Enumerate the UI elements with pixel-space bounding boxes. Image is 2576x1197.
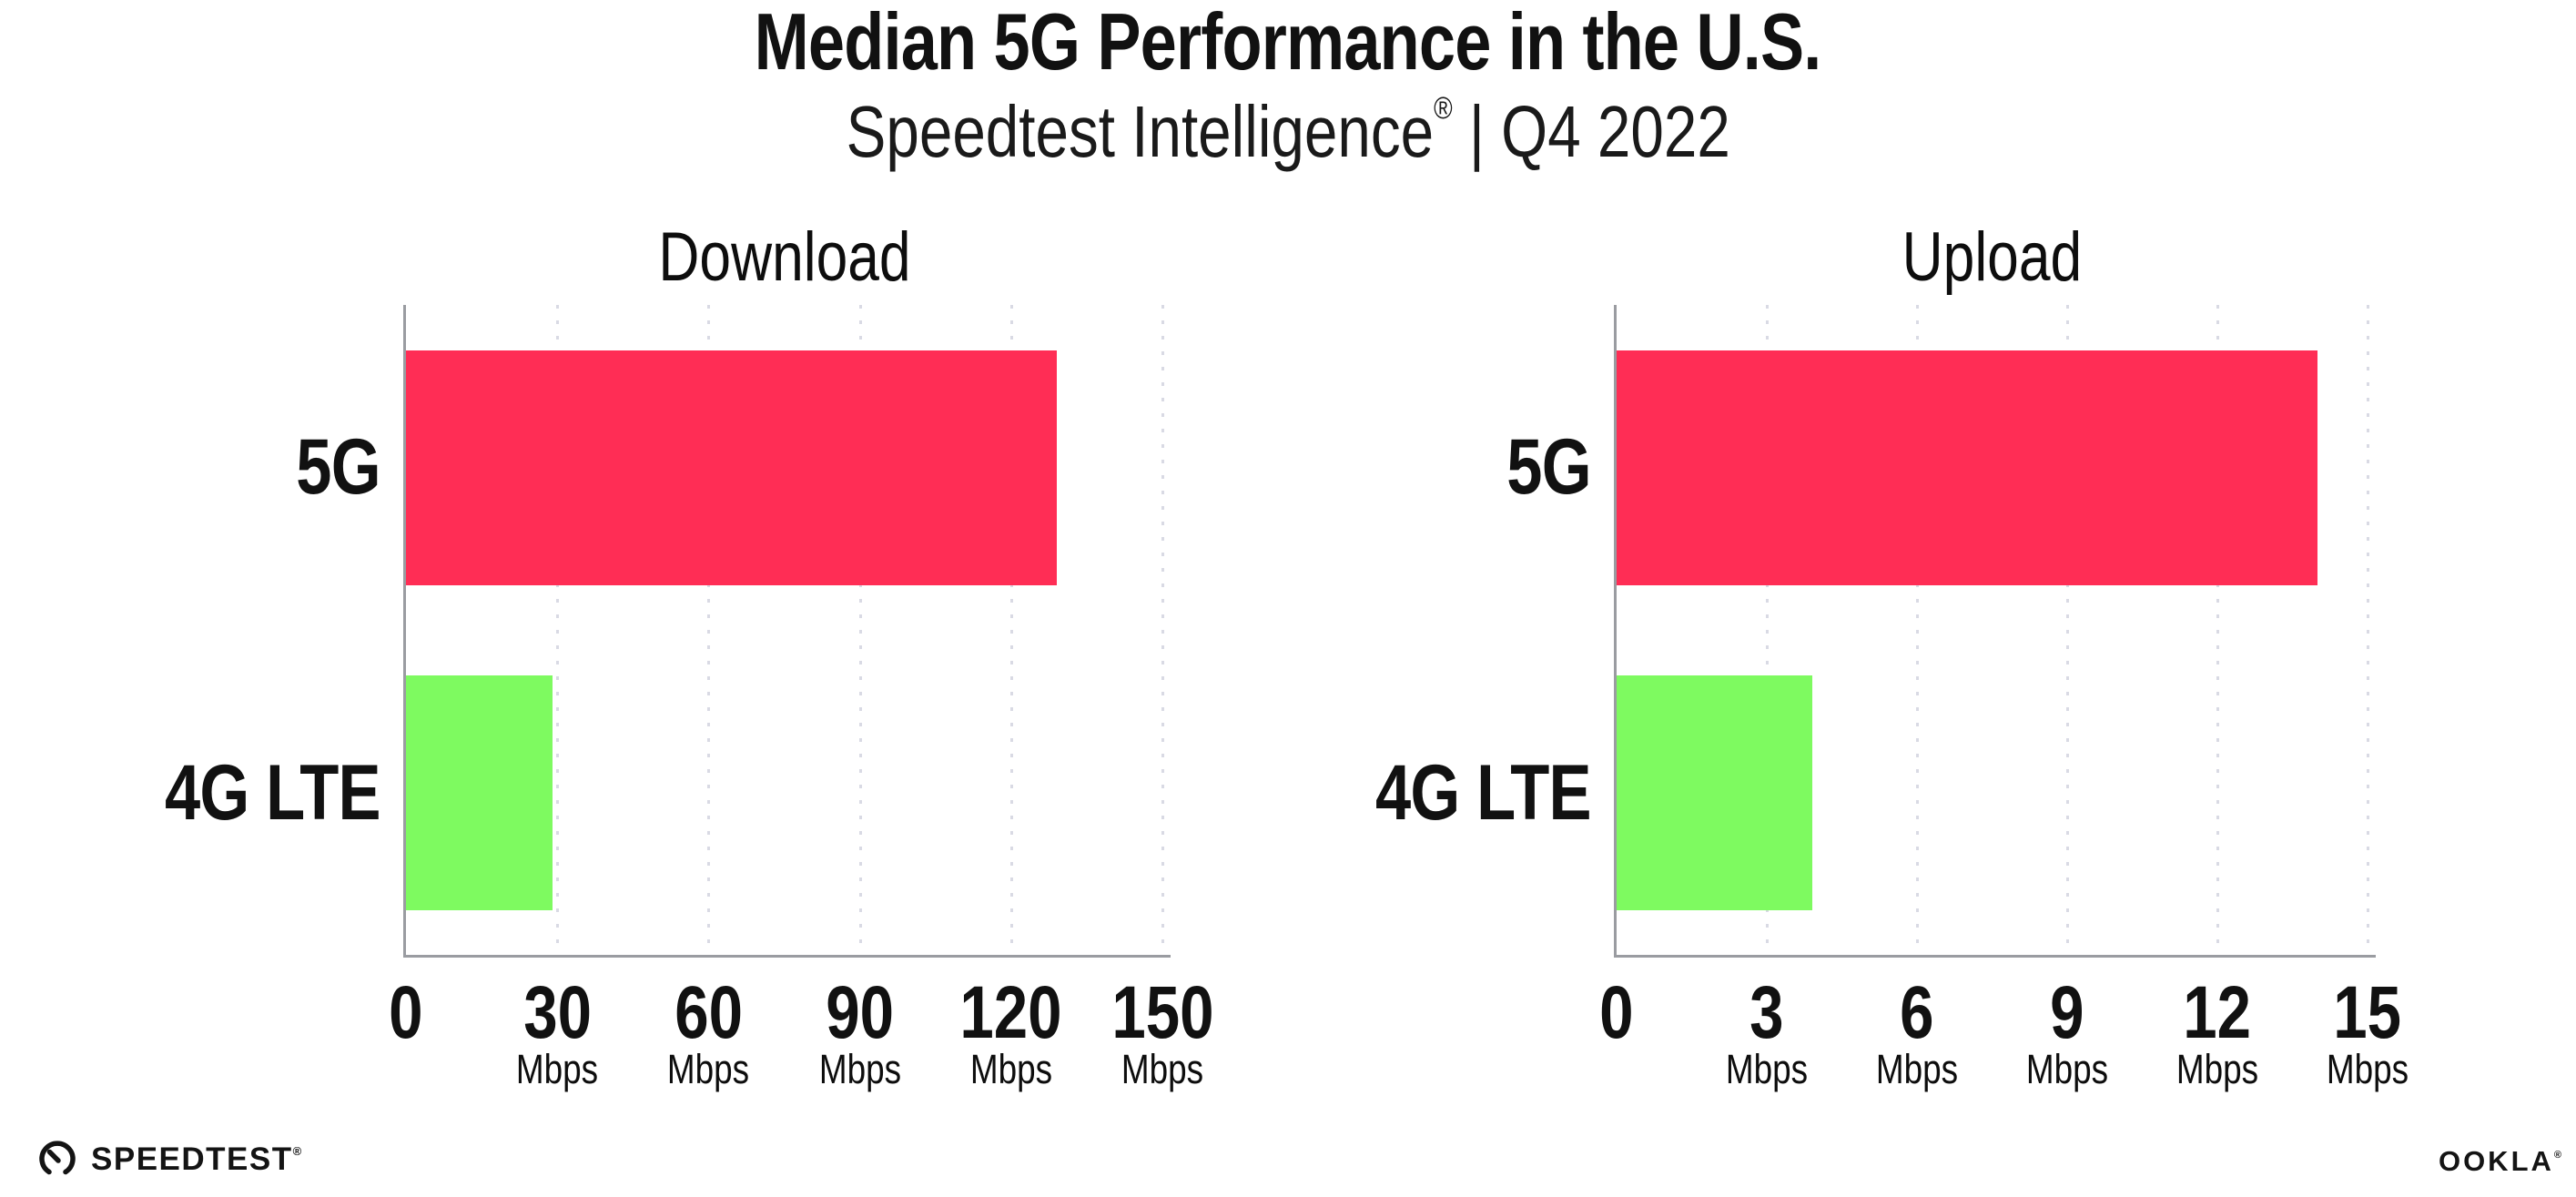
speedtest-gauge-icon bbox=[39, 1141, 76, 1175]
tick-number-text: 6 bbox=[1900, 971, 1934, 1054]
tick-unit-text: Mbps bbox=[1875, 1046, 1959, 1092]
tick-unit-text: Mbps bbox=[818, 1046, 901, 1092]
page-title: Median 5G Performance in the U.S. bbox=[0, 0, 2576, 84]
y-axis-upload bbox=[1614, 305, 1617, 958]
bar-download-4g-lte bbox=[406, 675, 553, 911]
speedtest-wordmark: SPEEDTEST® bbox=[91, 1141, 301, 1178]
x-tick-unit-upload-6: Mbps bbox=[1808, 1049, 2026, 1090]
category-label-upload-4g-lte: 4G LTE bbox=[1200, 736, 1592, 849]
page-title-text: Median 5G Performance in the U.S. bbox=[755, 0, 1822, 86]
bar-upload-4g-lte bbox=[1617, 675, 1812, 911]
gridline-upload-9 bbox=[2066, 305, 2069, 955]
bar-upload-5g bbox=[1617, 350, 2317, 585]
x-tick-label-download-150: 150 bbox=[1053, 976, 1272, 1050]
speedtest-logo: SPEEDTEST® bbox=[36, 1136, 301, 1183]
x-tick-label-download-60: 60 bbox=[599, 976, 817, 1050]
bar-download-5g bbox=[406, 350, 1057, 585]
ookla-registered-mark: ® bbox=[2553, 1150, 2561, 1161]
y-axis-download bbox=[403, 305, 406, 958]
gridline-download-90 bbox=[858, 305, 862, 955]
tick-number-text: 60 bbox=[674, 971, 743, 1054]
x-tick-label-upload-3: 3 bbox=[1658, 976, 1876, 1050]
chart-title-text: Download bbox=[657, 218, 911, 296]
tick-number-text: 30 bbox=[522, 971, 592, 1054]
x-axis-upload bbox=[1614, 955, 2376, 958]
x-tick-unit-upload-15: Mbps bbox=[2258, 1049, 2477, 1090]
x-tick-label-upload-15: 15 bbox=[2258, 976, 2477, 1050]
category-label-text: 5G bbox=[1506, 423, 1592, 512]
gridline-download-120 bbox=[1009, 305, 1013, 955]
tick-unit-text: Mbps bbox=[2025, 1046, 2109, 1092]
gridline-upload-12 bbox=[2216, 305, 2219, 955]
x-tick-label-upload-0: 0 bbox=[1507, 976, 1726, 1050]
speedtest-registered-mark: ® bbox=[292, 1144, 302, 1158]
subtitle-period: | Q4 2022 bbox=[1452, 91, 1730, 172]
gridline-download-150 bbox=[1161, 305, 1164, 955]
x-tick-unit-download-60: Mbps bbox=[599, 1049, 817, 1090]
tick-number-text: 15 bbox=[2333, 971, 2402, 1054]
category-label-download-4g-lte: 4G LTE bbox=[0, 736, 381, 849]
x-tick-unit-download-120: Mbps bbox=[902, 1049, 1121, 1090]
tick-number-text: 120 bbox=[959, 971, 1062, 1054]
tick-number-text: 12 bbox=[2183, 971, 2252, 1054]
x-tick-unit-upload-12: Mbps bbox=[2108, 1049, 2327, 1090]
tick-unit-text: Mbps bbox=[969, 1046, 1052, 1092]
x-tick-unit-download-90: Mbps bbox=[751, 1049, 969, 1090]
registered-mark: ® bbox=[1433, 91, 1453, 126]
x-tick-unit-download-150: Mbps bbox=[1053, 1049, 1272, 1090]
category-label-text: 5G bbox=[296, 423, 381, 512]
x-tick-unit-upload-3: Mbps bbox=[1658, 1049, 1876, 1090]
x-axis-download bbox=[403, 955, 1171, 958]
gridline-download-30 bbox=[556, 305, 560, 955]
x-tick-unit-download-30: Mbps bbox=[448, 1049, 666, 1090]
category-label-download-5g: 5G bbox=[0, 411, 381, 524]
ookla-logo: OOKLA® bbox=[2439, 1141, 2561, 1182]
x-tick-label-download-120: 120 bbox=[902, 976, 1121, 1050]
x-tick-label-upload-12: 12 bbox=[2108, 976, 2327, 1050]
category-label-text: 4G LTE bbox=[1375, 748, 1592, 837]
tick-unit-text: Mbps bbox=[667, 1046, 750, 1092]
gridline-download-60 bbox=[707, 305, 711, 955]
tick-unit-text: Mbps bbox=[1121, 1046, 1204, 1092]
tick-unit-text: Mbps bbox=[2175, 1046, 2259, 1092]
tick-unit-text: Mbps bbox=[516, 1046, 599, 1092]
x-tick-label-download-0: 0 bbox=[297, 976, 515, 1050]
ookla-wordmark: OOKLA® bbox=[2439, 1145, 2561, 1178]
x-tick-label-upload-6: 6 bbox=[1808, 976, 2026, 1050]
tick-number-text: 3 bbox=[1749, 971, 1784, 1054]
gridline-upload-3 bbox=[1766, 305, 1769, 955]
tick-number-text: 0 bbox=[1599, 971, 1634, 1054]
page-subtitle-text: Speedtest Intelligence® | Q4 2022 bbox=[846, 91, 1730, 172]
category-label-text: 4G LTE bbox=[165, 748, 381, 837]
x-tick-unit-upload-9: Mbps bbox=[1958, 1049, 2176, 1090]
page-subtitle: Speedtest Intelligence® | Q4 2022 bbox=[0, 91, 2576, 172]
tick-unit-text: Mbps bbox=[1725, 1046, 1809, 1092]
chart-title-text: Upload bbox=[1902, 218, 2083, 296]
gridline-upload-15 bbox=[2367, 305, 2369, 955]
speedtest-label: SPEEDTEST bbox=[91, 1141, 293, 1177]
category-label-upload-5g: 5G bbox=[1200, 411, 1592, 524]
tick-number-text: 150 bbox=[1111, 971, 1214, 1054]
tick-number-text: 9 bbox=[2050, 971, 2084, 1054]
chart-title-download: Download bbox=[406, 217, 1162, 299]
x-tick-label-upload-9: 9 bbox=[1958, 976, 2176, 1050]
x-tick-label-download-90: 90 bbox=[751, 976, 969, 1050]
tick-unit-text: Mbps bbox=[2326, 1046, 2409, 1092]
x-tick-label-download-30: 30 bbox=[448, 976, 666, 1050]
tick-number-text: 0 bbox=[389, 971, 423, 1054]
ookla-label: OOKLA bbox=[2438, 1145, 2554, 1177]
tick-number-text: 90 bbox=[826, 971, 894, 1054]
chart-title-upload: Upload bbox=[1617, 217, 2368, 299]
subtitle-brand: Speedtest Intelligence bbox=[846, 91, 1434, 172]
gridline-upload-6 bbox=[1916, 305, 1919, 955]
